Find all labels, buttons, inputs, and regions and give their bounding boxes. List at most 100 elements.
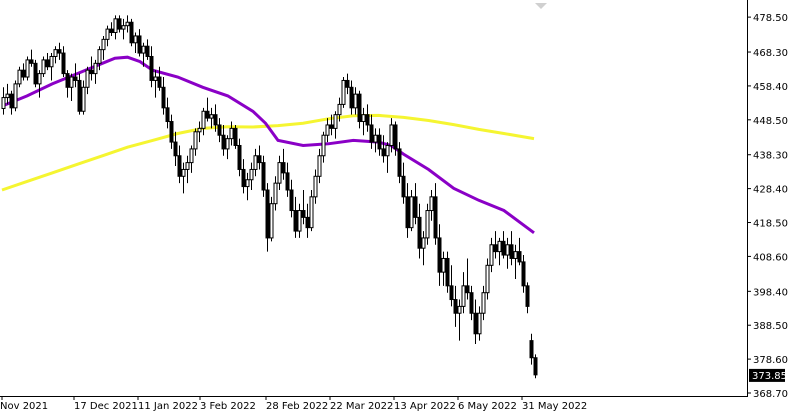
candle — [529, 333, 534, 365]
candle — [305, 203, 310, 238]
scroll-marker-icon[interactable] — [535, 3, 547, 9]
candle — [409, 189, 414, 232]
candle-body — [309, 196, 314, 229]
candle-body — [129, 21, 134, 44]
candle-body — [237, 144, 242, 170]
candle-body — [437, 237, 442, 273]
candle — [337, 97, 342, 122]
candle — [473, 299, 478, 345]
candle — [309, 189, 314, 232]
candle — [365, 104, 370, 132]
candle-body — [193, 131, 198, 150]
candle-body — [301, 210, 306, 218]
candle — [313, 169, 318, 204]
candle-body — [337, 103, 342, 116]
candle — [289, 179, 294, 218]
candle — [285, 162, 290, 197]
candle — [129, 18, 134, 47]
candle-body — [153, 76, 158, 81]
candle — [221, 124, 226, 156]
candle-body — [517, 251, 522, 263]
candle-body — [449, 285, 454, 301]
candle-body — [41, 59, 46, 75]
candle-body — [189, 148, 194, 164]
x-tick-label: 31 May 2022 — [522, 401, 587, 412]
candle-body — [241, 168, 246, 188]
candle — [93, 59, 98, 84]
candle-body — [377, 134, 382, 150]
candle-body — [405, 196, 410, 229]
candle-body — [461, 285, 466, 307]
candle-body — [105, 28, 110, 40]
candle-body — [1, 97, 6, 110]
candle-body — [17, 69, 22, 85]
candle-body — [501, 240, 506, 256]
y-axis: 478.50 468.30 458.40 448.50 438.30 428.40 418.… — [747, 13, 788, 400]
candle-body — [77, 79, 82, 112]
candle-body — [185, 162, 190, 170]
candle — [497, 237, 502, 266]
candle-body — [285, 172, 290, 191]
candle-body — [165, 107, 170, 123]
candle — [77, 73, 82, 115]
candle — [245, 172, 250, 201]
candle — [41, 56, 46, 78]
candle — [465, 258, 470, 300]
moving-average-slow-line — [1, 113, 535, 192]
candle — [429, 189, 434, 221]
candle-body — [417, 216, 422, 249]
candle-body — [445, 257, 450, 287]
candle — [437, 224, 442, 286]
candle — [105, 25, 110, 47]
candle — [5, 83, 10, 105]
candle — [165, 97, 170, 129]
candle-body — [433, 196, 438, 239]
moving-average-fast-line — [1, 55, 535, 235]
candle — [117, 15, 122, 33]
candle-body — [273, 182, 278, 205]
candle-body — [373, 134, 378, 143]
candle — [249, 162, 254, 190]
candle — [261, 155, 266, 197]
candle — [145, 39, 150, 60]
candle — [29, 49, 34, 67]
candle-body — [53, 49, 58, 57]
candle-body — [349, 86, 354, 109]
candle — [513, 244, 518, 280]
x-tick-label: 17 Dec 2021 — [74, 401, 138, 412]
candle — [493, 231, 498, 259]
candle — [225, 135, 230, 160]
y-tick-label: 458.40 — [753, 82, 788, 93]
candle — [297, 203, 302, 238]
candle — [189, 145, 194, 173]
candle-body — [117, 18, 122, 30]
candle-body — [397, 148, 402, 177]
candle-body — [277, 162, 282, 184]
candle — [97, 46, 102, 71]
y-tick-label: 428.40 — [753, 185, 788, 196]
candle-body — [121, 25, 126, 30]
y-tick-label: 418.50 — [753, 219, 788, 230]
candle — [425, 203, 430, 245]
candle — [13, 80, 18, 112]
candle — [133, 32, 138, 54]
x-tick-label: 6 May 2022 — [458, 401, 517, 412]
candle-body — [369, 124, 374, 143]
candle-body — [481, 292, 486, 314]
candle-body — [13, 83, 18, 109]
candle — [265, 183, 270, 252]
candle-body — [305, 216, 310, 229]
candle-body — [205, 110, 210, 119]
candle-body — [157, 76, 162, 88]
candle — [421, 231, 426, 266]
candle-body — [333, 114, 338, 129]
x-axis: Nov 2021 17 Dec 2021 11 Jan 2022 3 Feb 2022… — [0, 396, 587, 412]
candle — [461, 272, 466, 314]
candle — [17, 66, 22, 88]
candle-body — [341, 79, 346, 105]
candle-body — [177, 155, 182, 177]
candle — [489, 237, 494, 273]
candle — [109, 22, 114, 36]
candle-body — [149, 55, 154, 81]
